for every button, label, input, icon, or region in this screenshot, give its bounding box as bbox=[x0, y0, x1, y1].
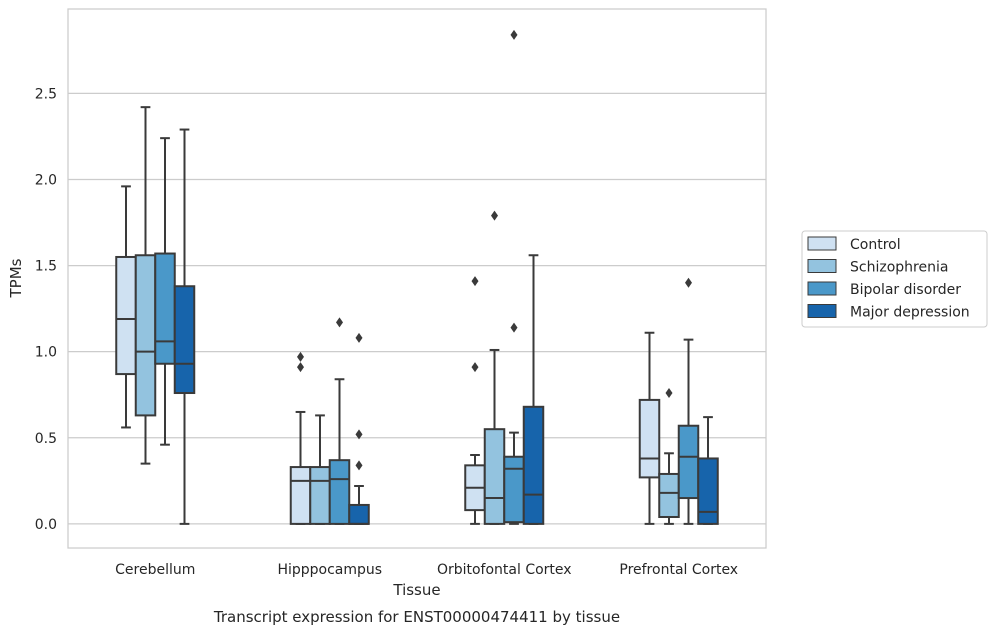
x-axis-label: Tissue bbox=[392, 581, 440, 599]
box-group bbox=[658, 388, 680, 525]
x-tick-labels: Cerebellum Hipppocampus Orbitofontal Corte… bbox=[115, 562, 738, 578]
legend-swatch bbox=[807, 236, 837, 251]
box-group bbox=[348, 332, 370, 525]
box-group bbox=[328, 317, 351, 525]
box-body bbox=[638, 398, 661, 479]
outlier-point bbox=[355, 332, 363, 343]
outlier-point bbox=[510, 29, 518, 40]
box-group bbox=[134, 106, 157, 465]
legend-items: Control Schizophrenia Bipolar disorder Majo… bbox=[807, 236, 970, 321]
outlier-point bbox=[471, 362, 479, 373]
y-tick-label: 2.0 bbox=[35, 172, 57, 188]
legend-label: Schizophrenia bbox=[850, 260, 948, 276]
x-tick-label: Hipppocampus bbox=[277, 562, 382, 578]
box-group bbox=[522, 254, 545, 525]
y-tick-label: 0.5 bbox=[35, 431, 57, 447]
box-body bbox=[173, 285, 196, 395]
box-group bbox=[638, 331, 661, 525]
outlier-point bbox=[685, 277, 692, 288]
legend-swatch bbox=[807, 259, 837, 273]
box-body bbox=[677, 424, 700, 500]
legend-swatch bbox=[807, 304, 837, 318]
y-tick-labels: 0.0 0.5 1.0 1.5 2.0 2.5 bbox=[35, 86, 57, 533]
y-tick-label: 1.0 bbox=[35, 345, 57, 361]
outlier-point bbox=[297, 351, 304, 362]
box-group bbox=[115, 185, 137, 429]
y-tick-label: 2.5 bbox=[35, 86, 57, 102]
legend-label: Major depression bbox=[850, 305, 970, 321]
legend: Control Schizophrenia Bipolar disorder Majo… bbox=[801, 230, 988, 328]
outlier-point bbox=[491, 210, 498, 221]
box-body bbox=[522, 405, 545, 525]
outlier-point bbox=[355, 460, 363, 471]
outlier-point bbox=[355, 429, 363, 440]
box-group bbox=[289, 351, 312, 525]
box-group bbox=[154, 137, 176, 446]
box-body bbox=[697, 457, 719, 525]
outlier-point bbox=[336, 317, 343, 328]
box-body bbox=[115, 255, 137, 376]
plot-frame bbox=[67, 8, 767, 549]
legend-swatch bbox=[807, 281, 837, 296]
x-tick-label: Cerebellum bbox=[115, 562, 195, 578]
legend-label: Bipolar disorder bbox=[850, 282, 961, 298]
outlier-point bbox=[510, 322, 518, 333]
outlier-point bbox=[665, 388, 673, 399]
legend-label: Control bbox=[850, 237, 901, 253]
box-body bbox=[348, 503, 370, 525]
y-tick-label: 0.0 bbox=[35, 517, 57, 533]
box-body bbox=[289, 466, 312, 525]
box-group bbox=[697, 416, 719, 525]
outlier-point bbox=[471, 276, 479, 287]
box-body bbox=[134, 254, 157, 417]
outlier-point bbox=[297, 362, 304, 373]
box-group bbox=[173, 128, 196, 525]
boxes-layer bbox=[115, 29, 719, 525]
box-body bbox=[658, 472, 680, 519]
x-tick-label: Prefrontal Cortex bbox=[619, 562, 738, 578]
box-group bbox=[483, 210, 506, 525]
legend-frame bbox=[801, 230, 988, 328]
x-tick-label: Orbitofontal Cortex bbox=[437, 562, 572, 578]
box-body bbox=[154, 252, 176, 365]
box-group bbox=[309, 414, 331, 525]
box-body bbox=[328, 459, 351, 525]
y-tick-label: 1.5 bbox=[35, 259, 57, 275]
y-axis-label: TPMs bbox=[7, 258, 25, 298]
chart-caption: Transcript expression for ENST0000047441… bbox=[213, 608, 620, 626]
box-body bbox=[309, 466, 331, 525]
box-group bbox=[464, 276, 486, 525]
box-group bbox=[503, 29, 525, 525]
box-body bbox=[483, 428, 506, 525]
box-body bbox=[503, 455, 525, 524]
box-group bbox=[677, 277, 700, 525]
